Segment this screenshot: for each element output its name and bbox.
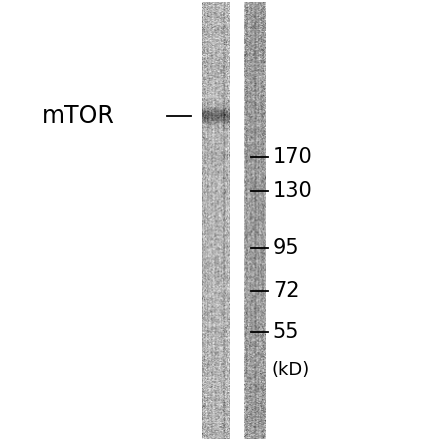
Text: 95: 95 (273, 238, 300, 258)
Text: 55: 55 (273, 321, 299, 342)
Text: (kD): (kD) (272, 361, 310, 378)
Text: mTOR: mTOR (42, 104, 115, 127)
Text: 130: 130 (273, 180, 312, 201)
Text: 170: 170 (273, 146, 312, 167)
Text: 72: 72 (273, 281, 299, 301)
